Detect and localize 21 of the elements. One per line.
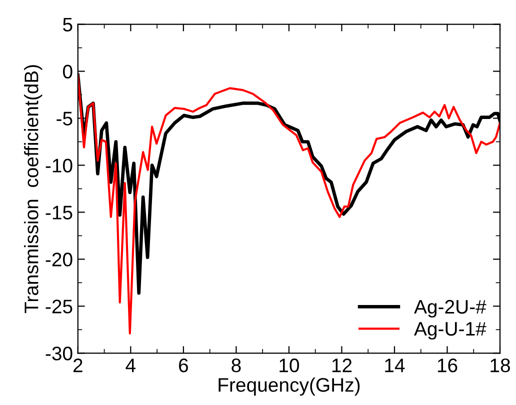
y-tick-label: -15 <box>46 206 72 220</box>
y-tick-label: -20 <box>46 252 72 266</box>
y-tick-label: 5 <box>63 18 72 32</box>
y-tick-label: -5 <box>56 112 72 126</box>
x-tick-label: 10 <box>280 358 300 372</box>
x-tick-label: 4 <box>126 358 136 372</box>
x-tick-label: 14 <box>385 358 405 372</box>
y-tick-label: -30 <box>46 346 72 360</box>
x-tick-label: 6 <box>179 358 188 372</box>
x-tick-label: 16 <box>438 358 458 372</box>
x-tick-label: 2 <box>73 358 82 372</box>
y-axis-title: Transmission coefficient(dB) <box>24 65 42 314</box>
x-axis-title: Frequency(GHz) <box>218 378 360 396</box>
y-tick-label: -10 <box>46 158 72 172</box>
y-tick-label: -25 <box>46 300 72 314</box>
legend-label: Ag-2U-# <box>414 300 486 318</box>
x-tick-label: 18 <box>490 358 510 372</box>
x-tick-label: 8 <box>232 358 241 372</box>
x-tick-label: 12 <box>332 358 352 372</box>
y-tick-label: 0 <box>63 64 72 79</box>
legend-label: Ag-U-1# <box>414 322 486 340</box>
